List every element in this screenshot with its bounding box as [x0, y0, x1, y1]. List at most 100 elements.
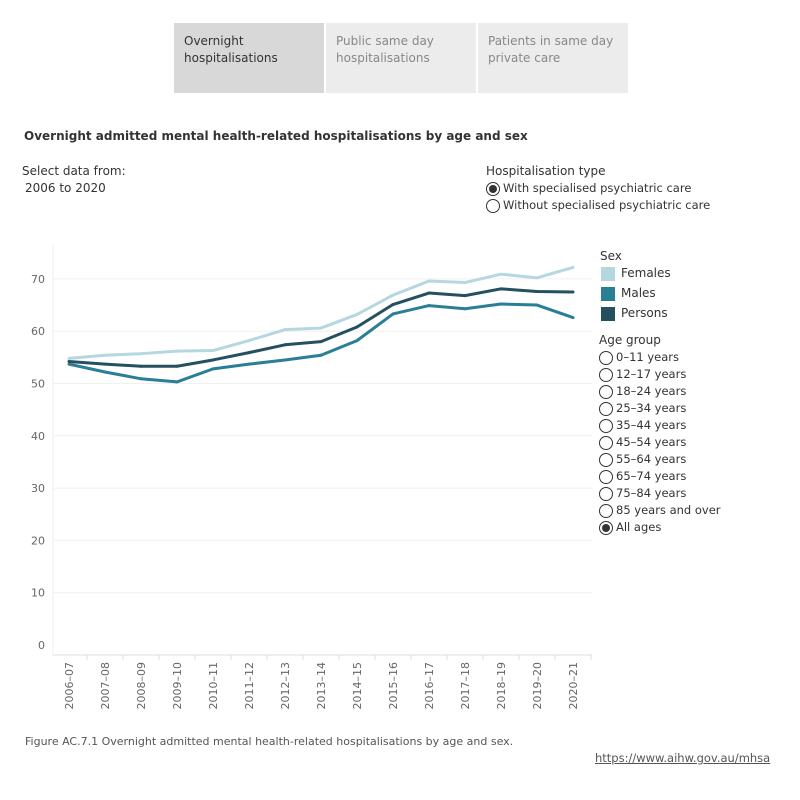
y-tick-label: 0	[38, 639, 45, 652]
age-option[interactable]: 55–64 years	[599, 452, 686, 467]
data-point-males	[427, 304, 431, 308]
x-tick-label: 2011–12	[243, 662, 256, 710]
data-point-persons	[103, 362, 107, 366]
data-point-persons	[427, 291, 431, 295]
data-point-persons	[247, 351, 251, 355]
option-label: 65–74 years	[616, 469, 687, 483]
age-option[interactable]: 18–24 years	[599, 384, 686, 399]
age-option[interactable]: All ages	[599, 520, 661, 535]
data-point-females	[427, 279, 431, 283]
x-tick-label: 2012–13	[279, 662, 292, 710]
x-tick-label: 2010–11	[207, 662, 220, 710]
data-point-females	[391, 293, 395, 297]
data-point-persons	[535, 289, 539, 293]
tab-public-same-day[interactable]: Public same day hospitalisations	[326, 23, 476, 93]
y-tick-label: 40	[31, 430, 45, 443]
age-option[interactable]: 75–84 years	[599, 486, 686, 501]
radio-icon	[599, 486, 613, 501]
data-point-females	[211, 349, 215, 353]
radio-with-psychiatric[interactable]: With specialised psychiatric care	[486, 181, 691, 196]
radio-icon	[599, 503, 613, 518]
data-point-females	[319, 326, 323, 330]
x-tick-label: 2006–07	[63, 662, 76, 710]
radio-icon	[599, 401, 613, 416]
legend-item-persons[interactable]: Persons	[601, 306, 668, 321]
y-tick-label: 10	[31, 587, 45, 600]
legend-item-males[interactable]: Males	[601, 286, 656, 301]
radio-icon	[599, 350, 613, 365]
data-point-males	[535, 303, 539, 307]
radio-icon	[599, 520, 613, 535]
data-point-females	[247, 339, 251, 343]
data-point-males	[355, 339, 359, 343]
figure-caption: Figure AC.7.1 Overnight admitted mental …	[25, 735, 514, 748]
data-point-persons	[139, 364, 143, 368]
y-tick-label: 30	[31, 482, 45, 495]
data-point-males	[499, 302, 503, 306]
option-label: With specialised psychiatric care	[503, 181, 692, 195]
select-label: Select data from:	[22, 164, 126, 178]
tab-private-same-day[interactable]: Patients in same day private care	[478, 23, 628, 93]
age-option[interactable]: 25–34 years	[599, 401, 686, 416]
radio-icon	[599, 367, 613, 382]
data-point-females	[499, 272, 503, 276]
radio-icon	[599, 418, 613, 433]
legend-swatch	[601, 286, 615, 301]
data-point-males	[175, 380, 179, 384]
radio-without-psychiatric[interactable]: Without specialised psychiatric care	[486, 198, 710, 213]
option-label: 85 years and over	[616, 503, 721, 517]
legend-label: Persons	[621, 306, 668, 320]
legend-swatch	[601, 266, 615, 281]
data-point-males	[283, 358, 287, 362]
option-label: All ages	[616, 520, 662, 534]
option-label: 45–54 years	[616, 435, 687, 449]
data-point-females	[175, 349, 179, 353]
data-point-persons	[211, 358, 215, 362]
radio-icon	[486, 181, 500, 196]
x-tick-label: 2018–19	[495, 662, 508, 710]
option-label: 0–11 years	[616, 350, 680, 364]
data-point-persons	[391, 303, 395, 307]
y-tick-label: 60	[31, 325, 45, 338]
legend-swatch	[601, 306, 615, 321]
option-label: 12–17 years	[616, 367, 687, 381]
age-group-label: Age group	[599, 333, 661, 347]
age-option[interactable]: 85 years and over	[599, 503, 721, 518]
x-tick-label: 2019–20	[531, 662, 544, 710]
x-tick-label: 2015–16	[387, 662, 400, 710]
x-tick-label: 2008–09	[135, 662, 148, 710]
option-label: Without specialised psychiatric care	[503, 198, 711, 212]
option-label: 35–44 years	[616, 418, 687, 432]
data-point-females	[355, 312, 359, 316]
age-option[interactable]: 45–54 years	[599, 435, 686, 450]
radio-icon	[486, 198, 500, 213]
legend-label: Males	[621, 286, 656, 300]
radio-icon	[599, 384, 613, 399]
y-tick-label: 70	[31, 273, 45, 286]
data-point-males	[571, 316, 575, 320]
year-range-select[interactable]: 2006 to 2020	[25, 181, 106, 195]
age-option[interactable]: 0–11 years	[599, 350, 679, 365]
x-tick-label: 2016–17	[423, 662, 436, 710]
age-option[interactable]: 35–44 years	[599, 418, 686, 433]
y-tick-label: 20	[31, 534, 45, 547]
x-tick-label: 2020–21	[567, 662, 580, 710]
source-link[interactable]: https://www.aihw.gov.au/mhsa	[595, 751, 771, 765]
age-option[interactable]: 65–74 years	[599, 469, 686, 484]
data-point-persons	[355, 325, 359, 329]
tab-overnight[interactable]: Overnight hospitalisations	[174, 23, 324, 93]
series-line-females	[68, 265, 574, 360]
x-tick-label: 2007–08	[99, 662, 112, 710]
data-point-males	[139, 377, 143, 381]
data-point-persons	[283, 343, 287, 347]
data-point-females	[103, 353, 107, 357]
age-option[interactable]: 12–17 years	[599, 367, 686, 382]
x-tick-label: 2009–10	[171, 662, 184, 710]
data-point-males	[211, 367, 215, 371]
hosp-type-label: Hospitalisation type	[486, 164, 606, 178]
x-tick-label: 2013–14	[315, 662, 328, 710]
legend-item-females[interactable]: Females	[601, 266, 671, 281]
radio-icon	[599, 452, 613, 467]
data-point-males	[391, 312, 395, 316]
data-point-females	[139, 352, 143, 356]
